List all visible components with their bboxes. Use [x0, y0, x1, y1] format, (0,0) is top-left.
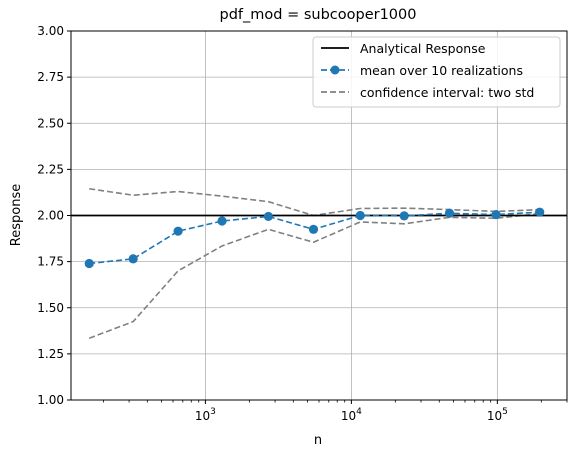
legend-label-ci: confidence interval: two std [360, 85, 534, 100]
mean-point [444, 208, 455, 218]
y-tick-label: 2.25 [37, 162, 64, 176]
mean-point [308, 224, 319, 234]
x-tick-label-exponent: 5 [502, 407, 508, 417]
y-tick-label: 3.00 [37, 24, 64, 38]
x-tick-label-base: 10 [341, 409, 356, 423]
mean-point [84, 258, 94, 269]
y-tick-label: 2.75 [37, 70, 64, 84]
mean-point [355, 210, 365, 221]
y-tick-label: 1.50 [37, 301, 64, 315]
mean-point [399, 211, 409, 221]
mean-point [535, 207, 545, 217]
chart-title: pdf_mod = subcooper1000 [220, 7, 417, 23]
x-tick-label: 104 [341, 407, 362, 423]
mean-point [491, 209, 501, 220]
mean-point [217, 216, 227, 226]
x-tick-label-base: 10 [195, 409, 210, 423]
ci-upper-line [89, 187, 540, 217]
y-tick-label: 1.00 [37, 393, 64, 407]
mean-point [263, 211, 273, 222]
x-tick-label: 103 [195, 407, 216, 423]
y-tick-label: 1.75 [37, 255, 64, 269]
x-tick-label-exponent: 4 [356, 407, 362, 417]
x-tick-label-base: 10 [487, 409, 502, 423]
y-tick-label: 2.00 [37, 209, 64, 223]
y-tick-label: 1.25 [37, 347, 64, 361]
legend-label-analytical: Analytical Response [360, 41, 486, 56]
mean-line [89, 211, 540, 265]
y-tick-label: 2.50 [37, 116, 64, 130]
mean-point [173, 226, 183, 236]
legend-marker-mean [330, 65, 340, 75]
series-layer [71, 187, 567, 339]
legend-box [312, 36, 561, 108]
legend-label-mean: mean over 10 realizations [360, 63, 523, 78]
ci-lower-line [88, 212, 540, 339]
y-axis-label: Response [9, 184, 24, 246]
x-axis-label: n [314, 433, 322, 448]
x-tick-label-exponent: 3 [210, 407, 216, 417]
legend: Analytical Response mean over 10 realiza… [312, 36, 561, 108]
mean-point [128, 254, 138, 264]
x-tick-label: 105 [487, 407, 508, 423]
